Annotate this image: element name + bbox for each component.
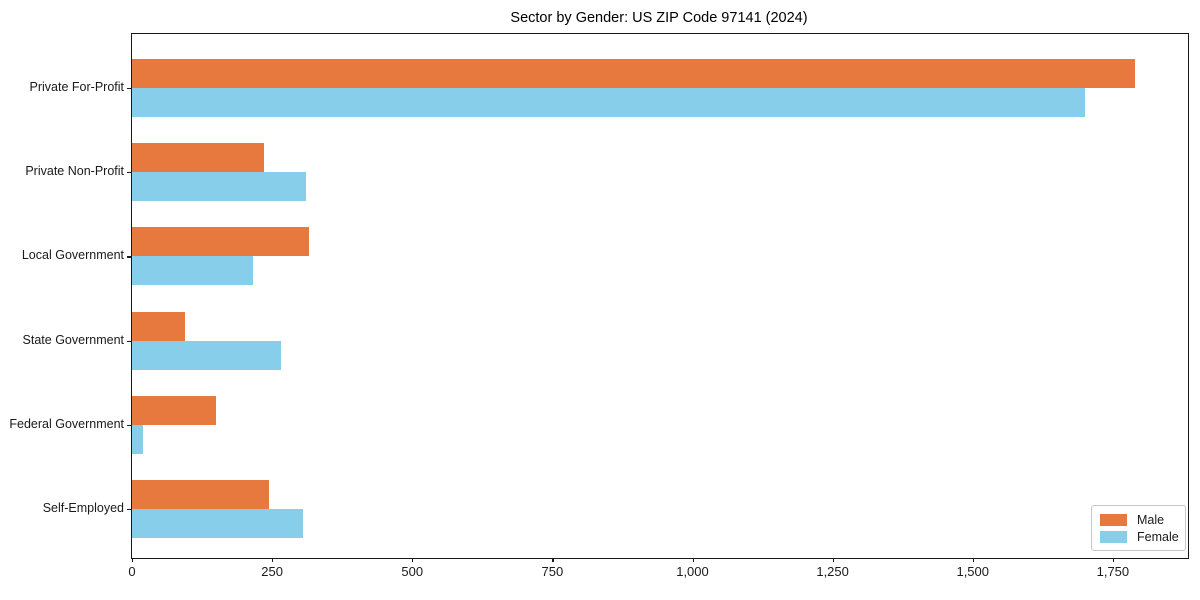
x-tick-mark (552, 558, 554, 562)
legend-label-male: Male (1137, 513, 1165, 527)
legend-label-female: Female (1137, 530, 1179, 544)
x-tick-mark (1112, 558, 1115, 562)
x-tick-mark (412, 558, 414, 562)
y-tick-mark (127, 509, 131, 511)
y-tick-label: Self-Employed (42, 501, 124, 515)
bar-female-0 (132, 88, 1085, 117)
y-tick-label: Private Non-Profit (25, 164, 124, 179)
x-tick-label: 250 (261, 564, 283, 579)
bar-female-4 (132, 424, 143, 454)
legend: Male Female (1091, 505, 1186, 551)
x-tick-label: 1,250 (816, 564, 849, 579)
bar-male-4 (132, 395, 216, 425)
x-tick-label: 1,500 (956, 564, 990, 579)
bar-female-1 (132, 172, 306, 202)
bar-female-2 (132, 256, 253, 286)
legend-entry-male: Male (1100, 513, 1177, 527)
x-tick-mark (972, 558, 974, 562)
x-tick-label: 1,750 (1096, 564, 1130, 579)
bar-male-3 (132, 311, 185, 341)
y-tick-mark (127, 88, 131, 90)
plot-area (131, 33, 1189, 559)
x-tick-mark (132, 558, 134, 562)
bar-male-0 (132, 59, 1135, 88)
y-tick-label: Federal Government (9, 416, 124, 431)
bar-female-5 (132, 509, 303, 538)
legend-entry-female: Female (1100, 530, 1179, 544)
chart-title: Sector by Gender: US ZIP Code 97141 (202… (510, 10, 808, 26)
bar-male-5 (132, 480, 269, 509)
y-tick-label: State Government (22, 332, 124, 347)
x-tick-mark (832, 558, 834, 562)
x-tick-mark (692, 558, 694, 562)
y-tick-label: Local Government (21, 248, 124, 263)
bar-male-2 (132, 227, 309, 257)
legend-swatch-male (1100, 514, 1127, 526)
y-tick-mark (127, 172, 131, 174)
x-tick-label: 1,000 (676, 564, 709, 579)
y-tick-mark (127, 256, 131, 258)
x-tick-label: 750 (541, 564, 564, 579)
legend-swatch-female (1100, 531, 1127, 543)
bar-male-1 (132, 143, 264, 173)
bar-female-3 (132, 340, 281, 370)
y-tick-mark (127, 424, 131, 426)
x-tick-label: 500 (401, 564, 424, 579)
y-tick-label: Private For-Profit (29, 80, 124, 94)
x-tick-mark (272, 558, 274, 562)
y-tick-mark (127, 340, 131, 342)
x-tick-label: 0 (128, 564, 136, 579)
